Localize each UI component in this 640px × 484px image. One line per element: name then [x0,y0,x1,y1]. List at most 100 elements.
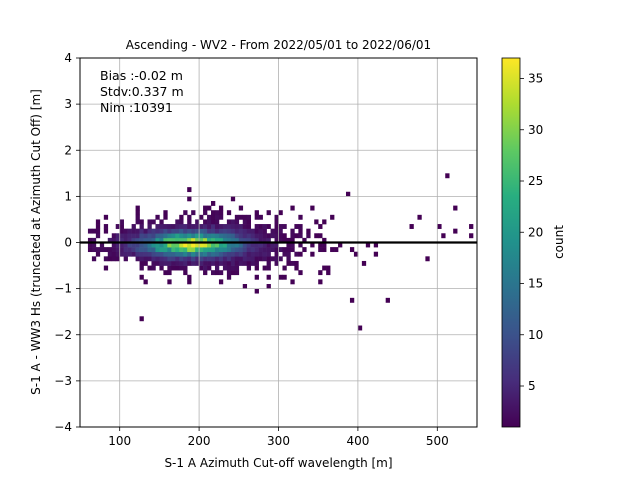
heatmap-cell [294,265,299,271]
heatmap-cell [270,256,275,262]
heatmap-cell [119,251,124,257]
heatmap-cell [250,242,255,248]
heatmap-cell [187,233,192,239]
heatmap-cell [258,237,263,243]
heatmap-cell [226,224,232,229]
heatmap-cell [246,265,252,271]
heatmap-cell [234,260,240,266]
heatmap-cell [155,256,160,262]
heatmap-cell [175,251,180,257]
heatmap-cell [131,247,136,253]
heatmap-cell [139,256,144,262]
heatmap-cell [258,228,263,234]
heatmap-cell [199,214,204,220]
chart-title: Ascending - WV2 - From 2022/05/01 to 202… [126,38,431,52]
heatmap-cell [230,237,236,243]
heatmap-cell [195,256,200,262]
heatmap-cell [211,214,216,220]
heatmap-cell [246,251,252,257]
heatmap-cell [135,228,140,234]
y-axis-ticks: −4 −3 −2 −1 0 1 2 3 4 [54,51,80,434]
heatmap-cell [302,237,307,243]
heatmap-cell [242,251,248,257]
heatmap-cell [163,214,168,220]
heatmap-cell [151,228,156,234]
heatmap-cell [95,247,101,253]
heatmap-cell [167,224,172,229]
heatmap-cell [139,224,144,229]
heatmap-cell [274,219,279,225]
heatmap-cell [214,251,220,257]
heatmap-cell [159,260,164,266]
heatmap-cell [159,228,164,234]
heatmap-cell [155,237,160,243]
heatmap-cell [211,260,216,266]
heatmap-cell [226,242,232,248]
colorbar [501,57,521,428]
heatmap-cell [222,256,228,262]
heatmap-cell [262,247,267,253]
heatmap-cell [203,256,208,262]
heatmap-cell [151,247,156,253]
heatmap-cell [222,247,228,253]
heatmap-cell [167,260,172,266]
heatmap-cell [123,247,128,253]
x-axis-label: S-1 A Azimuth Cut-off wavelength [m] [164,456,392,470]
heatmap-cell [211,251,216,257]
heatmap-cell [207,265,212,271]
heatmap-cell [191,247,196,253]
heatmap-cell [163,260,168,266]
heatmap-cell [282,233,287,239]
heatmap-cell [246,242,252,248]
heatmap-cell [274,228,279,234]
heatmap-cell [445,173,450,179]
heatmap-cell [139,260,144,266]
heatmap-cell [187,214,192,220]
heatmap-cell [207,224,212,229]
heatmap-cell [183,242,188,248]
y-tick-label: 4 [64,51,72,65]
heatmap-cell [222,224,228,229]
heatmap-cell [246,219,252,225]
heatmap-cell [167,237,172,243]
y-tick-label: 3 [64,97,72,111]
heatmap-cell [218,237,224,243]
heatmap-cell [214,265,220,271]
heatmap-cell [246,256,252,262]
heatmap-cell [226,265,232,271]
heatmap-cell [183,228,188,234]
heatmap-cell [218,270,224,276]
heatmap-cell [139,237,144,243]
heatmap-cell [199,247,204,253]
heatmap-cell [103,265,109,271]
heatmap-cell [139,274,144,280]
heatmap-cell [310,242,315,248]
colorbar-tick-label: 35 [528,72,543,86]
heatmap-cell [127,233,132,239]
heatmap-cell [115,237,120,243]
heatmap-cell [290,260,295,266]
x-axis-ticks: 100 200 300 400 500 [108,427,449,448]
heatmap-cell [199,256,204,262]
heatmap-cell [195,260,200,266]
heatmap-cell [171,247,176,253]
heatmap-cell [274,224,279,229]
heatmap-cell [211,242,216,248]
heatmap-cell [187,274,192,280]
heatmap-cell [143,242,148,248]
heatmap-cell [286,260,291,266]
heatmap-cell [143,279,148,285]
heatmap-cell [242,219,248,225]
heatmap-cell [187,247,192,253]
heatmap-cell [187,196,192,202]
heatmap-cell [274,242,279,248]
heatmap-cell [155,242,160,248]
heatmap-cell [147,251,152,257]
heatmap-cell [187,228,192,234]
colorbar-tick-label: 5 [528,379,536,393]
heatmap-cell [187,256,192,262]
heatmap-cell [278,224,283,229]
heatmap-cell [226,270,232,276]
heatmap-cell [211,237,216,243]
heatmap-cell [211,224,216,229]
